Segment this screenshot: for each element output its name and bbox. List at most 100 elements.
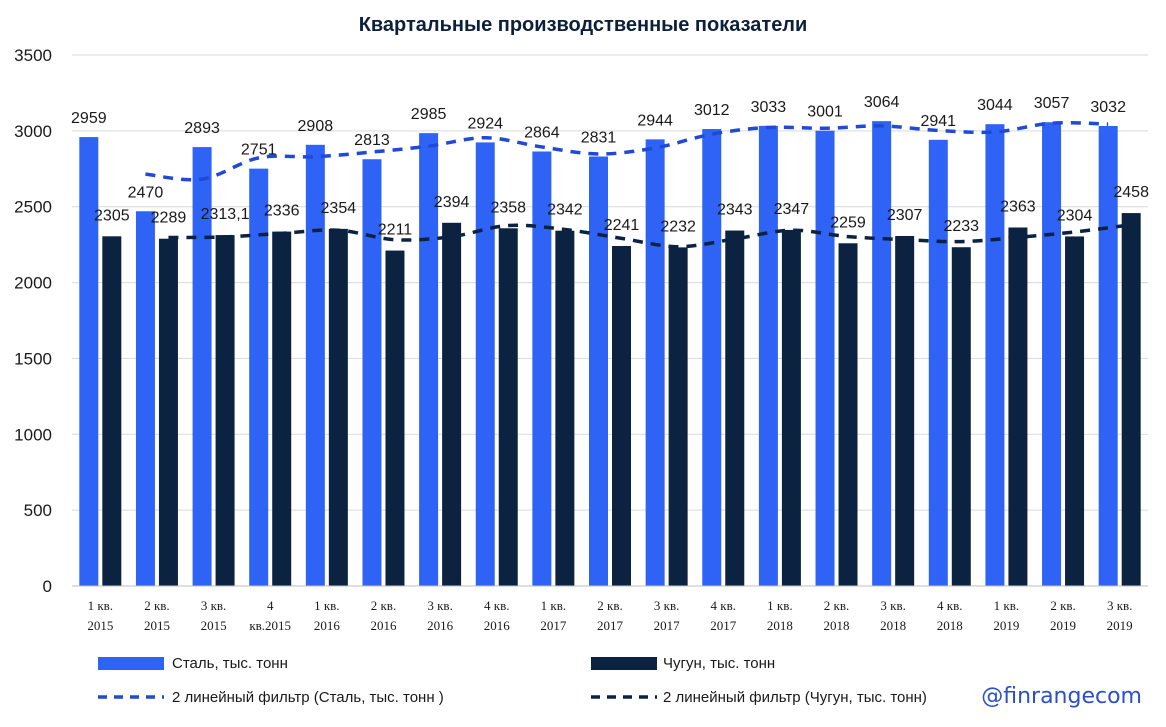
bar-iron	[1121, 213, 1141, 586]
x-tick-label: 2016	[370, 618, 397, 633]
bar-iron	[668, 247, 688, 586]
y-tick-label: 3500	[14, 46, 52, 65]
x-tick-label: 4 кв.	[937, 598, 962, 613]
data-label-steel: 2864	[524, 124, 560, 141]
x-tick-label: 2019	[1107, 618, 1133, 633]
bar-iron	[555, 230, 575, 586]
x-tick-label: 1 кв.	[994, 598, 1019, 613]
x-tick-label: 2 кв.	[371, 598, 396, 613]
x-tick-label: 2018	[824, 618, 850, 633]
bar-steel	[645, 139, 665, 586]
bar-steel	[532, 151, 552, 586]
x-tick-label: 4	[267, 598, 274, 613]
y-tick-label: 1500	[14, 349, 52, 368]
bar-iron	[1008, 227, 1028, 586]
data-label-steel: 2908	[298, 118, 334, 135]
x-tick-label: 2 кв.	[144, 598, 169, 613]
data-label-iron: 2211	[378, 222, 413, 239]
bar-iron	[102, 236, 122, 586]
bar-steel	[249, 168, 269, 586]
data-label-steel: 3033	[751, 99, 787, 116]
x-tick-label: 3 кв.	[201, 598, 226, 613]
data-label-iron: 2363	[1000, 198, 1036, 215]
bar-iron	[781, 229, 801, 586]
x-tick-label: 2 кв.	[824, 598, 849, 613]
data-label-steel: 2941	[920, 113, 956, 130]
y-tick-label: 3000	[14, 122, 52, 141]
data-label-iron: 2233	[943, 218, 979, 235]
data-label-iron: 2259	[830, 214, 866, 231]
data-label-iron: 2289	[151, 210, 187, 227]
bar-steel	[1042, 122, 1062, 587]
x-tick-label: 1 кв.	[88, 598, 113, 613]
data-label-steel: 2470	[128, 184, 164, 201]
bar-steel	[79, 137, 99, 586]
bar-steel	[815, 130, 835, 586]
bar-steel	[362, 159, 382, 586]
data-label-iron: 2354	[321, 200, 357, 217]
data-label-iron: 2394	[434, 194, 470, 211]
data-label-steel: 3044	[977, 97, 1013, 114]
bar-steel	[758, 125, 778, 586]
y-axis: 0 500 1000 1500 2000 2500 3000 3500	[14, 46, 52, 596]
x-tick-label: 2017	[597, 618, 624, 633]
data-label-steel: 2813	[354, 132, 390, 149]
bar-steel	[872, 121, 892, 586]
bar-iron	[1065, 236, 1085, 586]
bar-iron	[838, 243, 858, 586]
x-tick-label: 2016	[427, 618, 454, 633]
x-tick-label: 4 кв.	[484, 598, 509, 613]
x-tick-label: 2019	[1050, 618, 1076, 633]
bars	[79, 121, 1141, 587]
bar-iron	[612, 246, 631, 586]
legend-label-iron: Чугун, тыс. тонн	[663, 655, 775, 672]
bar-iron	[215, 235, 235, 586]
x-tick-label: 2017	[540, 618, 567, 633]
bar-steel	[135, 211, 155, 586]
x-tick-label: 2015	[144, 618, 170, 633]
bar-steel	[985, 124, 1005, 587]
data-label-steel: 2959	[71, 110, 107, 127]
data-label-steel: 3032	[1090, 99, 1126, 116]
bar-iron	[442, 222, 462, 586]
bar-steel	[419, 133, 439, 586]
data-label-iron: 2358	[490, 199, 526, 216]
x-tick-label: 3 кв.	[880, 598, 905, 613]
bar-steel	[928, 139, 948, 586]
data-label-iron: 2304	[1057, 207, 1093, 224]
data-label-steel: 2944	[637, 112, 673, 129]
x-tick-label: 2 кв.	[1050, 598, 1075, 613]
legend-label-steel-trend: 2 линейный фильтр (Сталь, тыс. тонн )	[172, 689, 444, 706]
x-tick-label: 1 кв.	[541, 598, 566, 613]
bar-steel	[1098, 126, 1118, 586]
x-tick-label: 2017	[710, 618, 737, 633]
trendlines	[145, 121, 1132, 249]
data-label-steel: 3001	[807, 104, 843, 121]
data-label-iron: 2241	[604, 217, 640, 234]
data-label-steel: 2985	[411, 106, 447, 123]
bar-steel	[475, 142, 495, 586]
x-tick-label: 2 кв.	[597, 598, 622, 613]
x-tick-label: 2018	[880, 618, 906, 633]
x-tick-label: кв.2015	[249, 618, 291, 633]
x-tick-label: 4 кв.	[711, 598, 736, 613]
data-label-iron: 2458	[1113, 184, 1149, 201]
x-tick-label: 2015	[201, 618, 227, 633]
y-tick-label: 1000	[14, 425, 52, 444]
x-tick-label: 2016	[314, 618, 341, 633]
bar-iron	[328, 228, 348, 587]
x-tick-label: 2018	[937, 618, 963, 633]
bar-steel	[305, 144, 325, 586]
data-label-steel: 2924	[467, 115, 503, 132]
bar-iron	[385, 250, 405, 587]
data-label-iron: 2342	[547, 202, 583, 219]
data-label-steel: 3064	[864, 94, 900, 111]
data-label-iron: 2307	[887, 207, 923, 224]
data-label-iron: 2336	[264, 203, 300, 220]
bar-iron	[158, 238, 178, 586]
bar-iron	[498, 228, 518, 586]
x-tick-label: 1 кв.	[314, 598, 339, 613]
trendline-iron	[168, 223, 1132, 249]
bar-iron	[272, 231, 292, 586]
